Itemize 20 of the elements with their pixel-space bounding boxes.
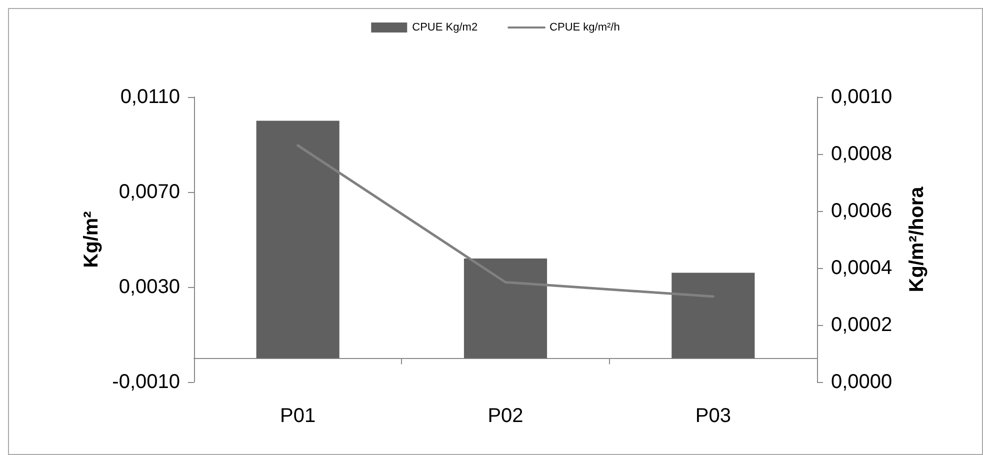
y2-tick-label: 0,0008 (831, 143, 892, 165)
y2-axis-title: Kg/m²/hora (906, 186, 928, 292)
y2-tick-label: 0,0006 (831, 200, 892, 222)
bar (256, 120, 340, 358)
legend-label: CPUE kg/m²/h (550, 22, 620, 34)
legend-label: CPUE Kg/m2 (412, 22, 478, 34)
y2-tick-label: 0,0004 (831, 257, 892, 279)
y-tick-label: 0,0070 (118, 181, 180, 203)
y2-tick-label: 0,0000 (831, 371, 892, 393)
y2-tick-label: 0,0002 (831, 314, 892, 336)
y-tick-label: 0,0110 (120, 86, 180, 108)
y-tick-label: -0,0010 (112, 371, 180, 393)
y2-tick-label: 0,0010 (831, 86, 892, 108)
bar (672, 272, 755, 358)
x-tick-label: P02 (488, 405, 524, 427)
x-tick-label: P03 (695, 405, 731, 427)
x-tick-label: P01 (280, 405, 316, 427)
y-tick-label: 0,0030 (118, 276, 180, 298)
y-axis-title: Kg/m² (80, 210, 102, 268)
bar (464, 258, 548, 358)
